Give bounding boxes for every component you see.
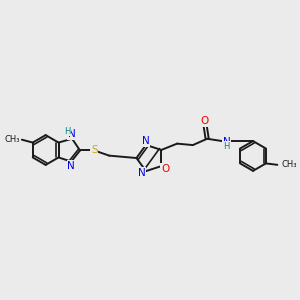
Text: CH₃: CH₃ <box>4 135 20 144</box>
Text: N: N <box>68 161 75 171</box>
Text: N: N <box>68 129 76 140</box>
Text: O: O <box>201 116 209 126</box>
Text: N: N <box>223 137 230 147</box>
Text: O: O <box>161 164 170 174</box>
Text: S: S <box>91 146 98 155</box>
Text: N: N <box>142 136 149 146</box>
Text: N: N <box>137 167 145 178</box>
Text: CH₃: CH₃ <box>281 160 297 169</box>
Text: H: H <box>223 142 229 151</box>
Text: H: H <box>64 127 71 136</box>
